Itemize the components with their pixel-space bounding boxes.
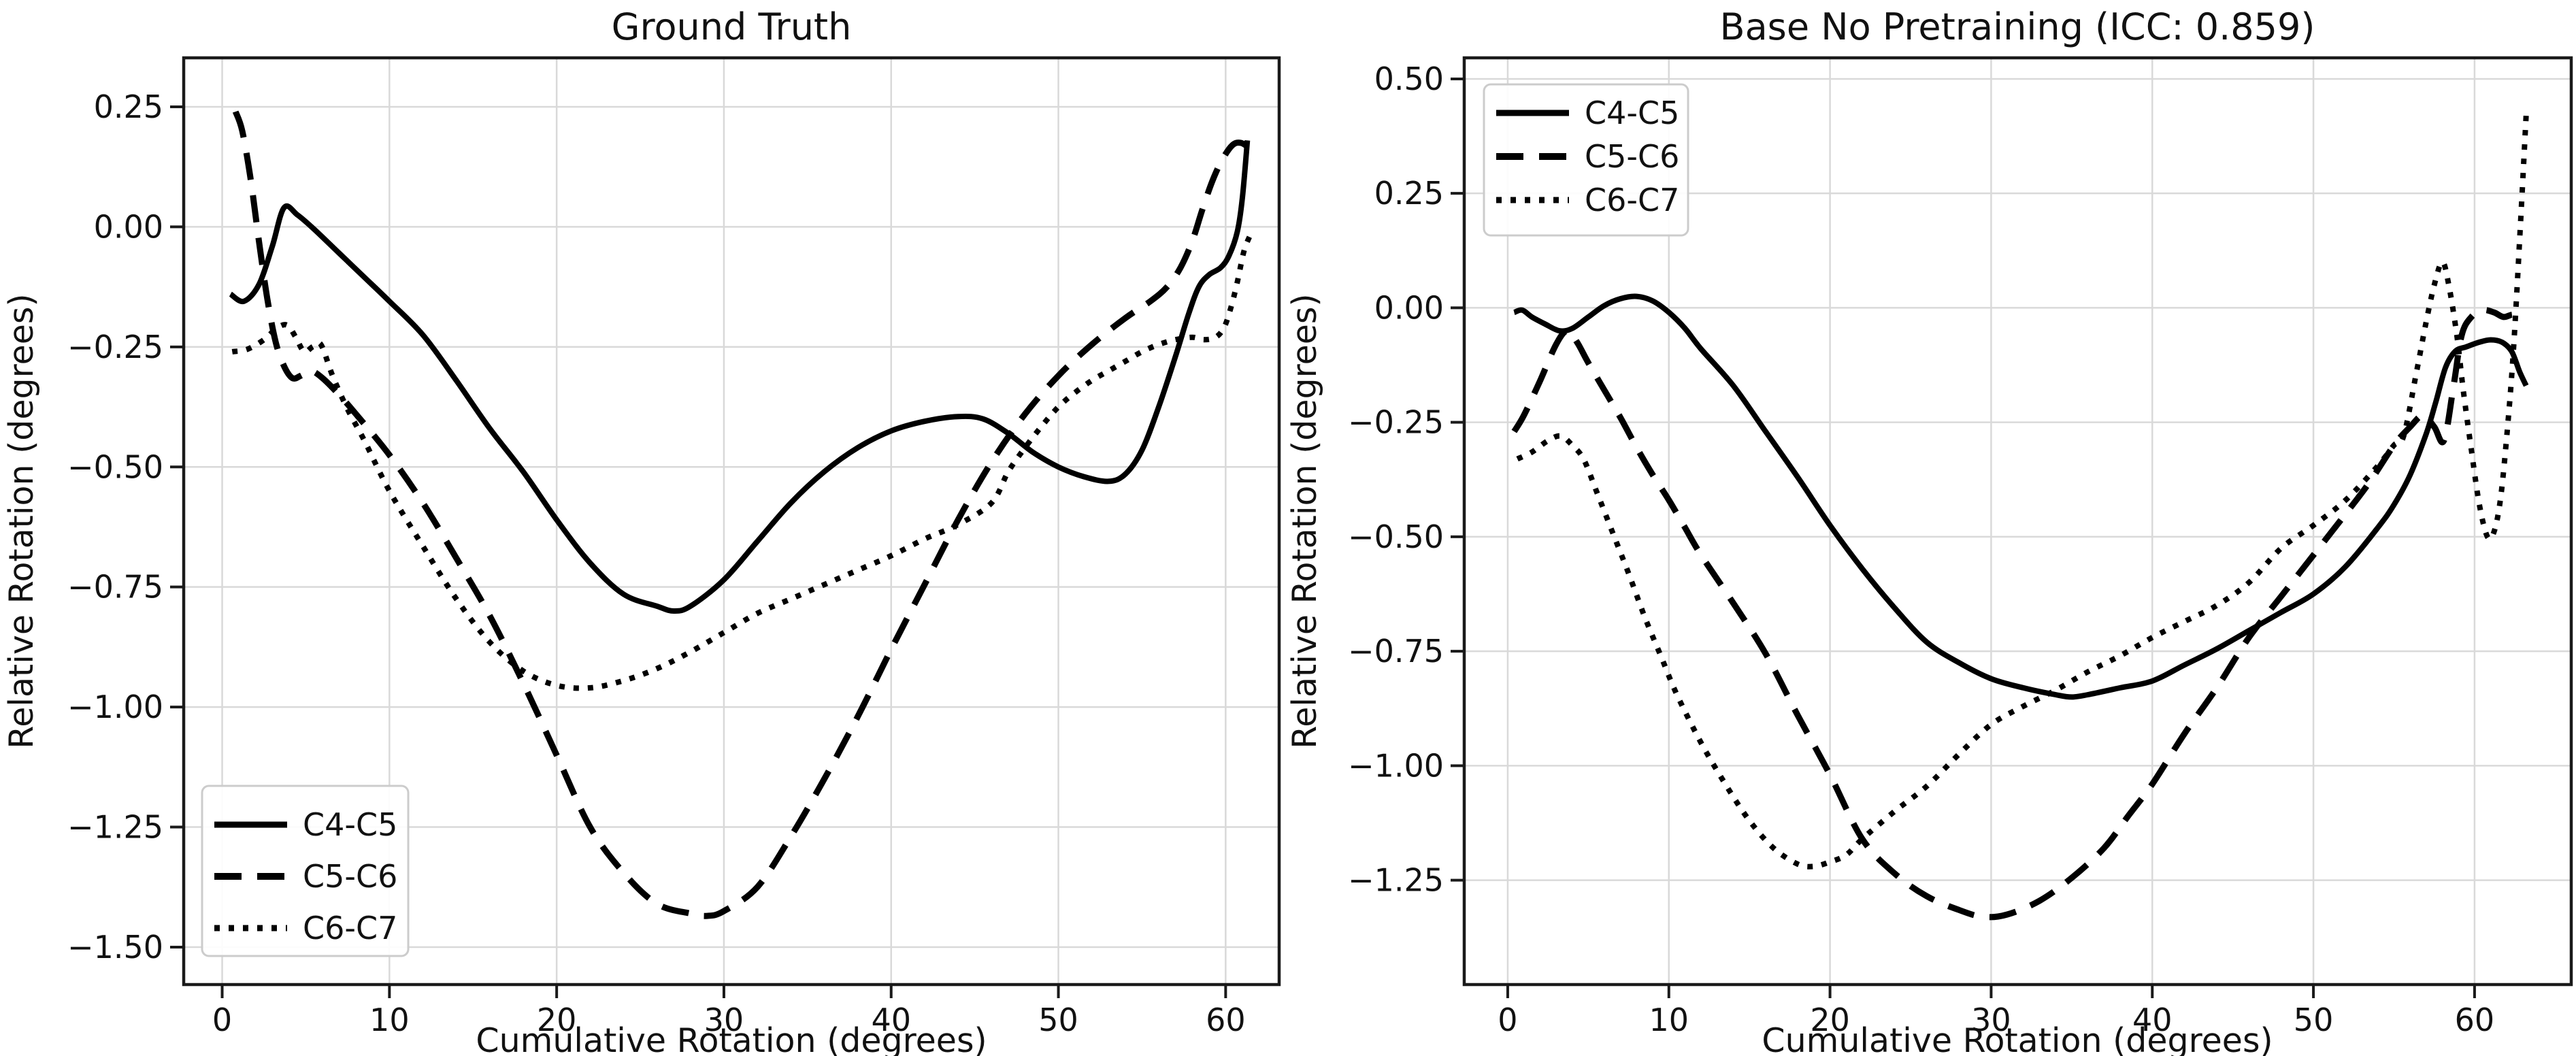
x-tick-label: 0 bbox=[1498, 1002, 1517, 1038]
y-tick-label: −0.25 bbox=[1348, 404, 1444, 441]
y-tick-label: 0.25 bbox=[1374, 175, 1444, 212]
x-tick-label: 50 bbox=[2294, 1002, 2334, 1038]
legend-box bbox=[1483, 83, 1689, 237]
x-tick-label: 20 bbox=[1810, 1002, 1850, 1038]
y-tick-label: −1.00 bbox=[1348, 747, 1444, 784]
y-tick-label: −0.50 bbox=[1348, 518, 1444, 555]
panel-base-no-pretraining: 0 10 20 30 40 50 60 0.50 0.25 0.00 −0.25 −0.50 −0.75… bbox=[1288, 0, 2576, 1056]
y-tick-label: −1.50 bbox=[67, 929, 163, 966]
y-tick-label: −0.25 bbox=[67, 329, 163, 365]
legend-label-c4-c5: C4-C5 bbox=[303, 806, 397, 843]
x-axis-label: Cumulative Rotation (degrees) bbox=[1762, 1021, 2273, 1056]
axes-spines bbox=[182, 56, 1281, 987]
legend-label-c4-c5: C4-C5 bbox=[1585, 95, 1679, 131]
x-tick-label: 20 bbox=[537, 1002, 577, 1038]
x-tick-label: 50 bbox=[1038, 1002, 1078, 1038]
y-tick-label: 0.25 bbox=[94, 88, 163, 125]
series-line-c4-c5 bbox=[1513, 293, 2529, 700]
legend-box bbox=[201, 785, 410, 957]
chart-ground-truth: 0 10 20 30 40 50 60 0.25 0.00 −0.25 −0.50 −0.75 −1.0… bbox=[2, 5, 1281, 1056]
y-axis-label: Relative Rotation (degrees) bbox=[2, 293, 41, 748]
legend-label-c5-c6: C5-C6 bbox=[303, 858, 397, 895]
y-tick-label: −0.75 bbox=[1348, 633, 1444, 670]
y-tick-label: −1.25 bbox=[1348, 862, 1444, 899]
series-line-c5-c6 bbox=[1511, 307, 2525, 921]
x-tick-label: 10 bbox=[369, 1002, 410, 1038]
x-axis-label: Cumulative Rotation (degrees) bbox=[476, 1021, 987, 1056]
chart-base-no-pretraining: 0 10 20 30 40 50 60 0.50 0.25 0.00 −0.25 −0.50 −0.75… bbox=[1288, 5, 2573, 1056]
y-tick-label: −1.00 bbox=[67, 689, 163, 725]
chart-title: Base No Pretraining (ICC: 0.859) bbox=[1720, 5, 2315, 48]
legend-label-c5-c6: C5-C6 bbox=[1585, 138, 1679, 175]
series-line-c4-c5 bbox=[229, 140, 1251, 614]
x-tick-label: 0 bbox=[212, 1002, 232, 1038]
legend-label-c6-c7: C6-C7 bbox=[303, 910, 397, 946]
x-tick-label: 60 bbox=[2455, 1002, 2495, 1038]
y-tick-label: −0.75 bbox=[67, 569, 163, 606]
x-tick-label: 10 bbox=[1649, 1002, 1689, 1038]
x-tick-label: 30 bbox=[1971, 1002, 2011, 1038]
legend-label-c6-c7: C6-C7 bbox=[1585, 182, 1679, 218]
y-tick-label: −0.50 bbox=[67, 448, 163, 485]
y-tick-label: 0.50 bbox=[1374, 61, 1444, 97]
plot-area-base-no-pretraining: 0 10 20 30 40 50 60 0.50 0.25 0.00 −0.25 −0.50 −0.75… bbox=[1348, 56, 2573, 1038]
x-tick-label: 40 bbox=[871, 1002, 911, 1038]
y-tick-label: 0.00 bbox=[94, 208, 163, 245]
y-tick-label: 0.00 bbox=[1374, 289, 1444, 326]
x-tick-label: 60 bbox=[1206, 1002, 1246, 1038]
plot-area-ground-truth: 0 10 20 30 40 50 60 0.25 0.00 −0.25 −0.50 −0.75 −1.0… bbox=[67, 56, 1281, 1038]
axes-spines bbox=[1462, 56, 2573, 987]
y-axis-label: Relative Rotation (degrees) bbox=[1288, 293, 1324, 748]
panel-ground-truth: 0 10 20 30 40 50 60 0.25 0.00 −0.25 −0.50 −0.75 −1.0… bbox=[2, 5, 1281, 1056]
x-tick-label: 40 bbox=[2132, 1002, 2173, 1038]
y-tick-label: −1.25 bbox=[67, 809, 163, 846]
chart-title: Ground Truth bbox=[612, 5, 852, 48]
series-line-c5-c6 bbox=[232, 110, 1251, 919]
x-tick-label: 30 bbox=[704, 1002, 744, 1038]
series-line-c6-c7 bbox=[231, 233, 1253, 691]
